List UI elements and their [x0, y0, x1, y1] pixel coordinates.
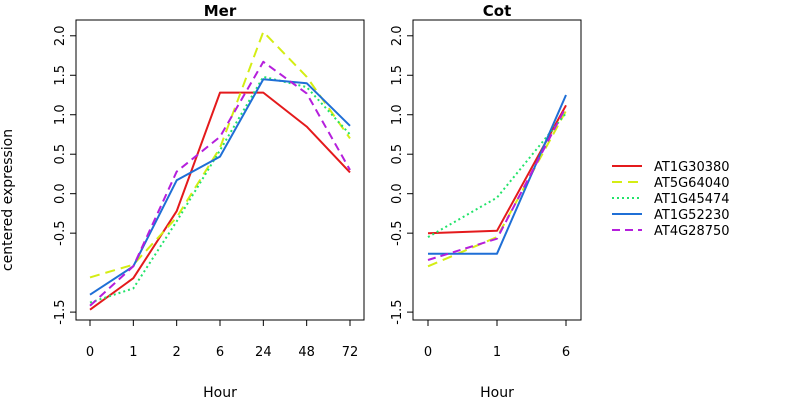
x-tick-label: 2: [173, 345, 181, 360]
legend-label: AT1G45474: [654, 192, 730, 207]
x-axis-label: Hour: [203, 385, 237, 400]
legend-label: AT5G64040: [654, 176, 730, 191]
series-line-at4g28750: [89, 60, 351, 307]
x-tick-label: 6: [562, 345, 570, 360]
series-line-at1g30380: [427, 104, 567, 235]
y-tick-label: -1.5: [53, 299, 68, 324]
series-line-at1g30380: [89, 91, 351, 311]
x-tick-label: 72: [342, 345, 359, 360]
series-line-at5g64040: [427, 110, 567, 268]
x-tick-label: 0: [86, 345, 94, 360]
legend-label: AT1G52230: [654, 208, 730, 223]
panel-title: Cot: [483, 2, 511, 20]
y-tick-label: 1.0: [390, 104, 405, 125]
y-tick-label: -0.5: [53, 220, 68, 245]
x-tick-label: 24: [255, 345, 272, 360]
y-tick-label: 2.0: [390, 25, 405, 46]
y-tick-label: 2.0: [53, 25, 68, 46]
x-tick-label: 1: [129, 345, 137, 360]
series-line-at1g52230: [89, 78, 351, 296]
y-axis-label: centered expression: [0, 129, 16, 271]
y-tick-label: 0.5: [390, 144, 405, 165]
legend-label: AT4G28750: [654, 224, 730, 239]
y-tick-label: 0.5: [53, 144, 68, 165]
series-line-at1g45474: [89, 75, 351, 304]
x-tick-label: 0: [424, 345, 432, 360]
x-tick-label: 48: [298, 345, 315, 360]
series-line-at1g52230: [428, 94, 567, 255]
x-axis-label: Hour: [480, 385, 514, 400]
y-tick-label: 1.0: [53, 104, 68, 125]
panel-title: Mer: [204, 2, 237, 20]
series-line-at5g64040: [89, 30, 351, 279]
series-line-at4g28750: [427, 106, 567, 261]
y-tick-label: 1.5: [53, 65, 68, 86]
y-tick-label: 0.0: [390, 183, 405, 204]
y-tick-label: 1.5: [390, 65, 405, 86]
series-line-at1g45474: [427, 112, 567, 238]
y-tick-label: -0.5: [390, 220, 405, 245]
y-tick-label: -1.5: [390, 299, 405, 324]
y-tick-label: 0.0: [53, 183, 68, 204]
plot-frame: [412, 19, 582, 321]
legend-label: AT1G30380: [654, 160, 730, 175]
x-tick-label: 6: [216, 345, 224, 360]
x-tick-label: 1: [493, 345, 501, 360]
